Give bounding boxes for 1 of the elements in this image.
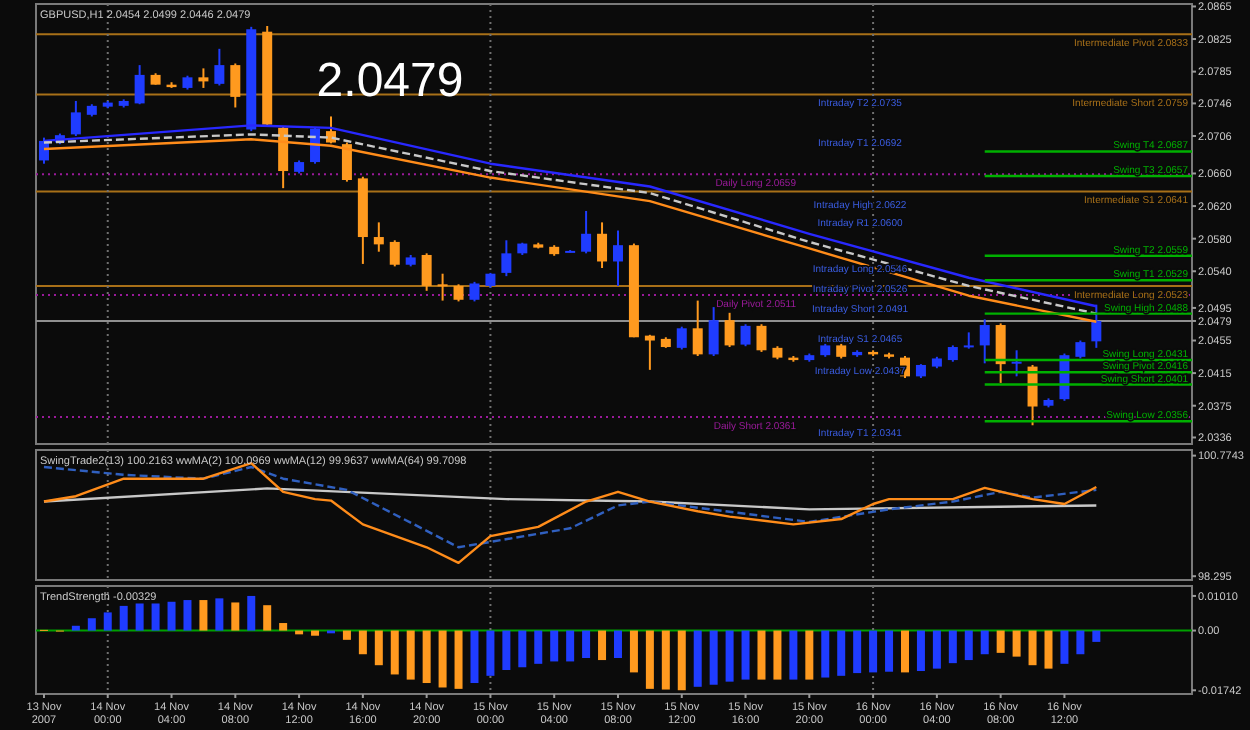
annotation: 2.0479 (316, 54, 464, 108)
